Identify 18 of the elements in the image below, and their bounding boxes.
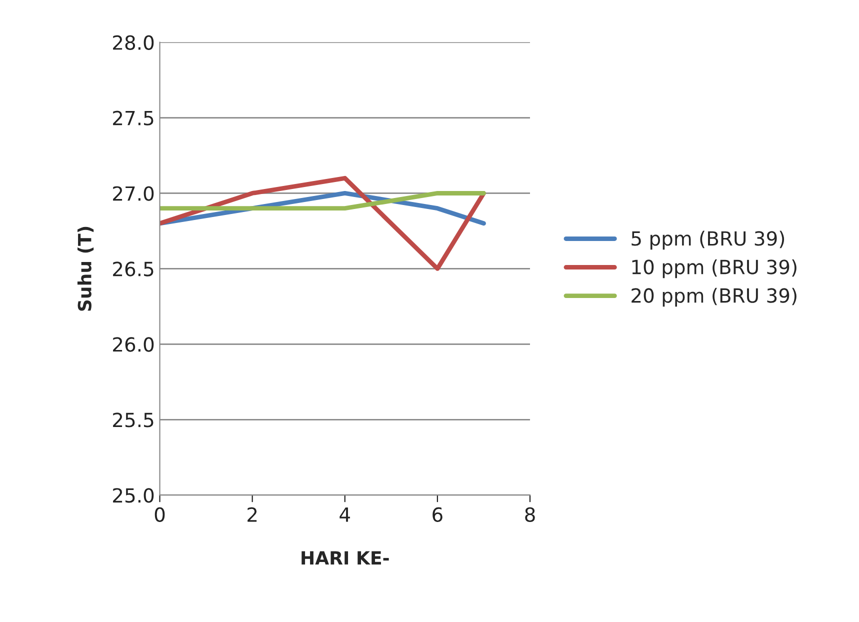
y-tick-label: 28.0 — [113, 35, 154, 50]
x-tick-label: 4 — [340, 508, 350, 522]
x-tick-label: 0 — [154, 507, 165, 522]
legend-label: 20 ppm (BRU 39) — [632, 288, 796, 307]
y-tick-label: 26.5 — [113, 262, 154, 276]
x-axis-title: HARI KE- — [302, 551, 389, 564]
y-tick-label: 25.0 — [113, 488, 154, 503]
x-tick-label: 2 — [248, 507, 257, 522]
y-tick-label: 27.0 — [113, 186, 154, 201]
y-tick-label: 27.5 — [113, 110, 154, 126]
legend-label: 5 ppm (BRU 39) — [632, 230, 784, 250]
y-tick-label: 26.0 — [113, 337, 154, 352]
x-tick-label: 6 — [432, 507, 442, 522]
legend-label: 10 ppm (BRU 39) — [632, 259, 796, 278]
y-axis-title: Suhu (T) — [77, 226, 94, 311]
x-tick-label: 8 — [525, 507, 535, 522]
y-tick-label: 25.5 — [113, 412, 154, 428]
line-series — [160, 176, 486, 271]
